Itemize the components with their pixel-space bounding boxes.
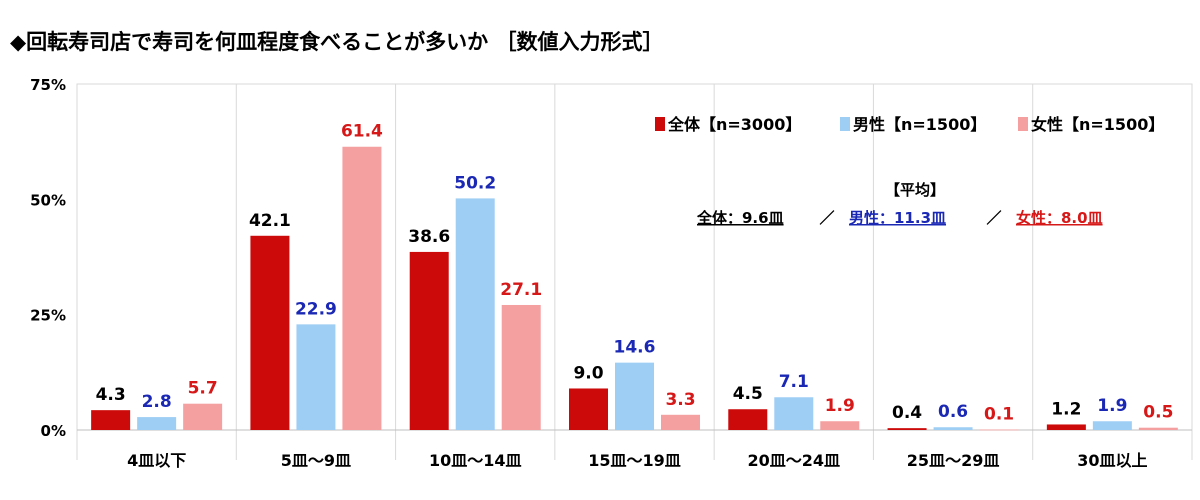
x-category-label: 5皿～9皿: [281, 451, 351, 470]
legend-swatch: [655, 117, 665, 131]
bar: [250, 235, 290, 430]
bar: [342, 146, 382, 430]
legend-label: 男性【n=1500】: [853, 115, 986, 134]
bar: [820, 421, 860, 430]
data-label: 7.1: [779, 372, 809, 392]
data-label: 0.6: [938, 402, 968, 422]
x-axis: 4皿以下 5皿～9皿 10皿～14皿 15皿～19皿 20皿～24皿 25皿～29皿 30皿…: [127, 451, 1147, 470]
bar: [661, 414, 700, 430]
average-separator: ／: [986, 209, 1001, 227]
data-label: 0.5: [1143, 403, 1173, 423]
y-tick-label: 75%: [30, 76, 66, 94]
data-label: 50.2: [454, 173, 496, 193]
legend-swatch: [840, 117, 850, 131]
legend-label: 全体【n=3000】: [667, 115, 801, 134]
x-category-label: 25皿～29皿: [907, 451, 1000, 470]
data-label: 2.8: [142, 392, 172, 412]
legend-label: 女性【n=1500】: [1031, 115, 1164, 134]
average-item: 男性：11.3皿: [849, 209, 946, 227]
data-label: 38.6: [408, 227, 450, 247]
data-labels: 4.3 2.8 5.7 42.1 22.9 61.4 38.6 50.2 27.1 9.0 14.6…: [96, 122, 1174, 425]
legend: 全体【n=3000】 男性【n=1500】 女性【n=1500】: [655, 115, 1164, 134]
bar: [979, 429, 1019, 431]
data-label: 1.2: [1051, 399, 1081, 419]
data-label: 42.1: [249, 211, 291, 231]
x-category-label: 15皿～19皿: [588, 451, 681, 470]
data-label: 14.6: [614, 338, 656, 358]
legend-swatch: [1018, 117, 1028, 131]
data-label: 4.5: [733, 384, 763, 404]
data-label: 4.3: [96, 385, 126, 405]
y-axis: 0% 25% 50% 75%: [30, 76, 66, 440]
bar: [933, 427, 973, 430]
bar: [137, 417, 177, 430]
bar: [91, 410, 131, 430]
data-label: 22.9: [295, 299, 337, 319]
y-tick-label: 25%: [30, 307, 66, 325]
data-label: 61.4: [341, 122, 383, 142]
bars: [91, 146, 1178, 431]
y-tick-label: 50%: [30, 191, 66, 209]
average-separator: ／: [819, 209, 834, 227]
chart-title: ◆回転寿司店で寿司を何皿程度食べることが多いか ［数値入力形式］: [10, 30, 664, 54]
data-label: 3.3: [665, 390, 695, 410]
bar: [615, 362, 654, 430]
bar: [296, 324, 336, 430]
average-item: 女性：8.0皿: [1016, 209, 1103, 227]
data-label: 5.7: [188, 379, 218, 399]
bar: [1046, 424, 1086, 430]
bar: [501, 304, 541, 430]
average-item: 全体：9.6皿: [696, 209, 784, 227]
bar: [455, 198, 495, 430]
bar: [887, 428, 927, 430]
x-category-label: 10皿～14皿: [429, 451, 522, 470]
data-label: 9.0: [573, 363, 603, 383]
data-label: 1.9: [825, 396, 855, 416]
average-heading: 【平均】: [885, 181, 945, 199]
average-box: 【平均】全体：9.6皿 男性：11.3皿 女性：8.0皿 ／ ／: [696, 181, 1103, 227]
data-label: 0.1: [984, 405, 1014, 425]
bar: [569, 388, 608, 430]
bar: [1138, 427, 1178, 430]
bar: [1092, 421, 1132, 430]
bar: [774, 397, 814, 430]
bar: [183, 403, 223, 430]
data-label: 27.1: [500, 280, 542, 300]
data-label: 1.9: [1097, 396, 1127, 416]
x-category-label: 30皿以上: [1077, 451, 1147, 470]
x-category-label: 4皿以下: [127, 451, 186, 470]
y-tick-label: 0%: [41, 422, 66, 440]
bar: [409, 251, 449, 430]
x-category-label: 20皿～24皿: [748, 451, 841, 470]
data-label: 0.4: [892, 403, 922, 423]
bar: [728, 409, 768, 430]
